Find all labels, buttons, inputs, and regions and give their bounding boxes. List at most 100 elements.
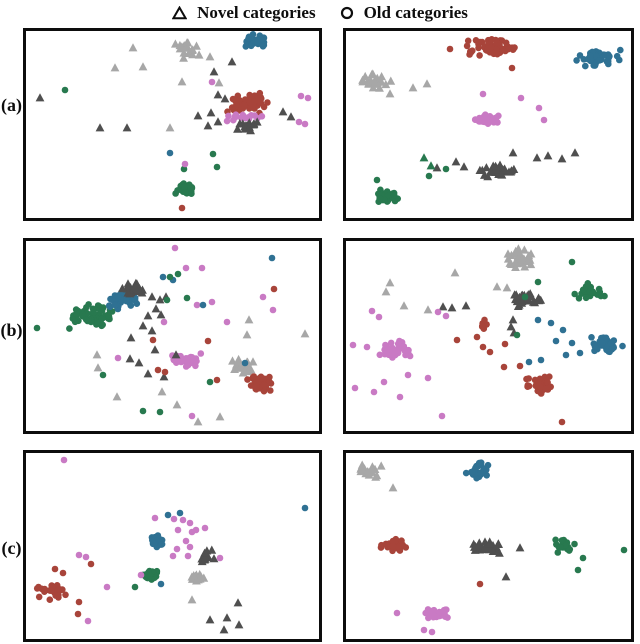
novel-category-point-darkgray [206,108,216,117]
novel-category-point-gray [189,571,199,580]
novel-category-point-gray [357,460,367,469]
novel-category-point-darkgray [171,350,181,359]
old-category-point-red [246,91,253,99]
old-category-point-blue [559,326,567,334]
old-category-point-blue [159,273,167,281]
old-category-point-red [178,204,186,212]
novel-category-point-darkgray [517,298,527,307]
old-category-point-red [500,363,508,371]
novel-category-point-darkgray [501,572,511,581]
old-category-point-green [373,176,381,184]
old-category-point-green [376,195,384,202]
novel-category-point-darkgray [508,315,518,324]
old-category-point-magenta [442,312,450,320]
old-category-point-green [89,305,97,313]
novel-category-point-gray [492,282,502,291]
old-category-point-blue [552,337,560,345]
novel-category-point-gray [244,315,254,324]
old-category-point-red [267,387,274,394]
novel-category-point-darkgray [147,326,157,335]
old-category-point-blue [475,459,483,467]
old-category-point-blue [157,580,165,588]
novel-category-point-darkgray [155,295,165,304]
old-category-point-magenta [535,104,543,112]
novel-category-point-darkgray [213,90,223,99]
old-category-point-blue [301,504,309,512]
old-category-point-blue [599,339,606,347]
old-category-point-red [473,333,481,341]
old-category-point-blue [484,461,492,469]
old-category-point-red [75,598,83,606]
novel-category-point-green [426,161,436,170]
old-category-point-green [105,313,113,320]
old-category-point-green [83,304,90,311]
old-category-point-blue [199,301,207,309]
old-category-point-red [476,52,483,59]
old-category-point-red [453,336,461,344]
old-category-point-blue [268,254,276,262]
old-category-point-red [516,362,524,370]
old-category-point-red [74,610,82,618]
novel-category-point-gray [228,356,237,365]
old-category-point-magenta [375,313,383,321]
novel-category-point-gray [450,268,460,277]
old-category-point-magenta [404,371,412,379]
old-category-point-red [35,593,43,601]
scatter-panel-c-right [343,450,634,642]
novel-category-point-darkgray [147,292,157,301]
old-category-point-green [552,536,559,544]
novel-category-point-darkgray [233,124,242,133]
novel-category-point-darkgray [474,538,484,547]
old-category-point-magenta [223,318,231,326]
novel-category-point-darkgray [438,302,448,311]
novel-category-point-gray [423,305,433,314]
old-category-point-magenta [174,526,182,534]
old-category-point-magenta [517,94,525,102]
old-category-point-magenta [368,307,376,315]
novel-category-point-gray [138,62,148,71]
old-category-point-blue [253,39,261,46]
old-category-point-magenta [186,543,194,551]
novel-category-point-darkgray [122,123,132,132]
old-category-point-magenta [382,347,390,355]
novel-category-point-darkgray [249,119,259,128]
old-category-point-magenta [208,78,216,86]
novel-category-point-darkgray [508,148,518,157]
old-category-point-red [377,544,385,551]
novel-category-point-darkgray [543,151,553,160]
novel-category-point-darkgray [130,282,140,291]
old-category-point-magenta [387,339,395,347]
old-category-point-magenta [181,160,189,168]
novel-category-point-gray [503,249,513,258]
novel-category-point-darkgray [143,311,153,320]
novel-category-point-gray [370,78,380,87]
old-category-point-magenta [429,611,437,618]
old-category-point-magenta [192,526,200,534]
old-category-point-blue [617,46,624,54]
old-category-point-magenta [441,610,448,617]
novel-category-point-darkgray [150,345,160,354]
old-category-point-red [264,99,271,106]
old-category-point-magenta [160,318,168,326]
novel-category-point-darkgray [509,164,519,173]
novel-category-point-gray [517,255,527,264]
novel-category-point-darkgray [209,67,219,76]
old-category-point-magenta [223,117,231,125]
novel-category-point-darkgray [504,167,514,176]
old-category-point-red [51,565,59,573]
novel-category-point-gray [388,483,398,492]
old-category-point-magenta [304,94,312,102]
old-category-point-red [389,537,397,545]
old-category-point-magenta [182,537,190,545]
old-category-point-red [466,51,473,58]
old-category-point-green [99,371,107,379]
novel-category-point-darkgray [557,154,567,163]
old-category-point-green [513,331,521,339]
old-category-point-magenta [434,308,442,316]
old-category-point-red [395,543,402,550]
old-category-point-green [182,189,189,196]
novel-category-point-gray [194,50,204,59]
novel-category-point-darkgray [506,322,516,331]
old-category-point-blue [602,334,610,342]
old-category-point-green [206,378,214,386]
